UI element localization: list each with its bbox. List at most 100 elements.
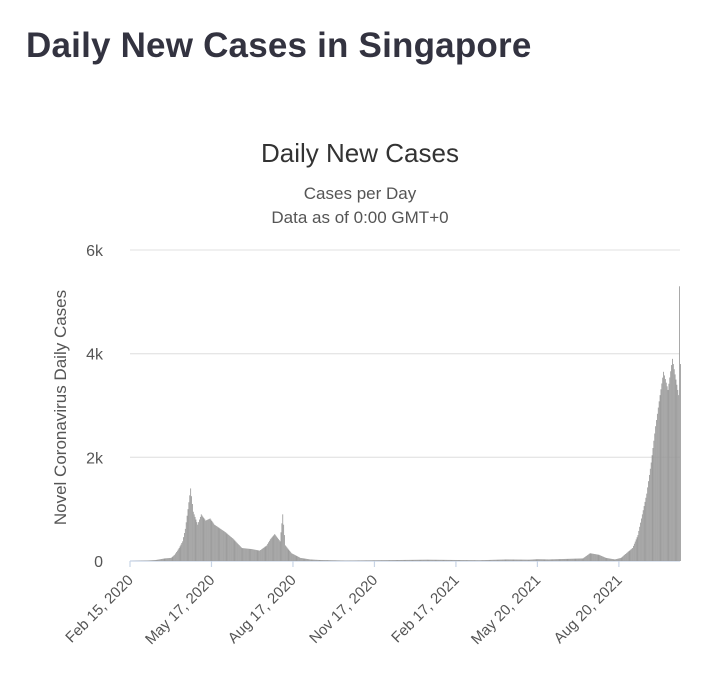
data-bar	[276, 536, 277, 561]
data-bar	[296, 556, 298, 561]
data-bar	[488, 559, 490, 561]
data-bar	[569, 558, 571, 561]
data-bar	[308, 559, 309, 561]
data-bar	[251, 549, 253, 561]
x-tick-label: Feb 15, 2020	[62, 572, 137, 647]
data-bar	[594, 554, 595, 561]
data-bar	[274, 534, 276, 561]
data-bar	[216, 526, 218, 561]
data-bar	[470, 560, 472, 561]
data-bar	[513, 559, 515, 561]
data-bar	[185, 522, 187, 561]
data-bar	[384, 560, 386, 561]
data-bar	[521, 559, 523, 561]
data-bar	[613, 559, 615, 561]
data-bar	[357, 560, 359, 561]
data-bar	[207, 519, 208, 561]
data-bar	[382, 560, 384, 561]
data-bar	[636, 537, 638, 561]
data-bar	[153, 560, 154, 561]
data-bar	[260, 549, 262, 561]
x-tick-label: May 20, 2021	[468, 572, 544, 648]
data-bar	[228, 534, 230, 561]
data-bar	[373, 560, 375, 561]
data-bar	[486, 560, 487, 561]
data-bar	[680, 364, 681, 561]
data-bar	[582, 558, 584, 561]
data-bar	[369, 560, 370, 561]
data-bar	[204, 519, 206, 561]
data-bar	[664, 379, 666, 561]
data-bar	[367, 560, 369, 561]
x-tick-label: Aug 20, 2021	[551, 572, 626, 647]
data-bar	[552, 559, 554, 561]
data-bar	[445, 559, 447, 561]
data-bar	[422, 559, 424, 561]
data-bar	[500, 559, 502, 561]
data-bar	[599, 555, 601, 561]
data-bar	[370, 560, 371, 561]
data-bar	[675, 379, 677, 561]
data-bar	[206, 520, 208, 561]
data-bar	[334, 560, 336, 561]
data-bar	[230, 536, 231, 561]
data-bar	[280, 532, 282, 561]
data-bar	[617, 558, 618, 561]
data-bar	[462, 560, 463, 561]
data-bar	[676, 384, 678, 561]
data-bar	[233, 539, 235, 561]
data-bar	[189, 495, 191, 561]
data-bar	[246, 548, 248, 561]
data-bar	[158, 559, 160, 561]
data-bar	[365, 560, 367, 561]
data-bar	[250, 548, 252, 561]
data-bar	[327, 560, 329, 561]
data-bar	[196, 522, 198, 562]
data-bar	[148, 560, 150, 561]
data-bar	[153, 560, 155, 561]
data-bar	[221, 529, 223, 561]
data-bar	[452, 559, 454, 561]
data-bar	[591, 553, 593, 561]
data-bar	[393, 560, 394, 561]
data-bar	[506, 559, 508, 561]
data-bar	[454, 559, 455, 561]
data-bar	[574, 558, 576, 561]
data-bar	[270, 538, 272, 561]
data-bar	[455, 559, 457, 561]
data-bar	[409, 559, 411, 561]
data-bar	[446, 559, 448, 561]
data-bar	[647, 487, 649, 561]
data-bar	[450, 559, 452, 561]
data-bar	[434, 559, 436, 561]
data-bar	[487, 559, 489, 561]
data-bar	[607, 558, 609, 561]
data-bar	[293, 554, 295, 561]
data-bar	[457, 560, 459, 561]
data-bar	[339, 560, 341, 561]
data-bar	[192, 511, 194, 561]
data-bar	[555, 559, 556, 561]
data-bar	[255, 549, 257, 561]
data-bar	[225, 532, 227, 561]
data-bar	[287, 548, 289, 561]
data-bar	[671, 365, 672, 561]
data-bar	[406, 559, 408, 561]
data-bar	[447, 559, 449, 561]
data-bar	[353, 560, 355, 561]
data-bar	[577, 558, 579, 561]
data-bar	[184, 528, 186, 561]
data-bar	[548, 559, 549, 561]
data-bar	[538, 559, 540, 561]
x-tick-label: Feb 17, 2021	[388, 572, 463, 647]
data-bar	[271, 537, 273, 561]
data-bar	[416, 559, 418, 561]
data-bar	[554, 559, 556, 561]
data-bar	[665, 382, 667, 561]
data-bar	[669, 377, 671, 561]
data-bar	[583, 557, 585, 561]
data-bar	[261, 548, 263, 561]
page-title: Daily New Cases in Singapore	[26, 26, 532, 65]
data-bar	[337, 560, 339, 561]
data-bar	[440, 559, 442, 561]
